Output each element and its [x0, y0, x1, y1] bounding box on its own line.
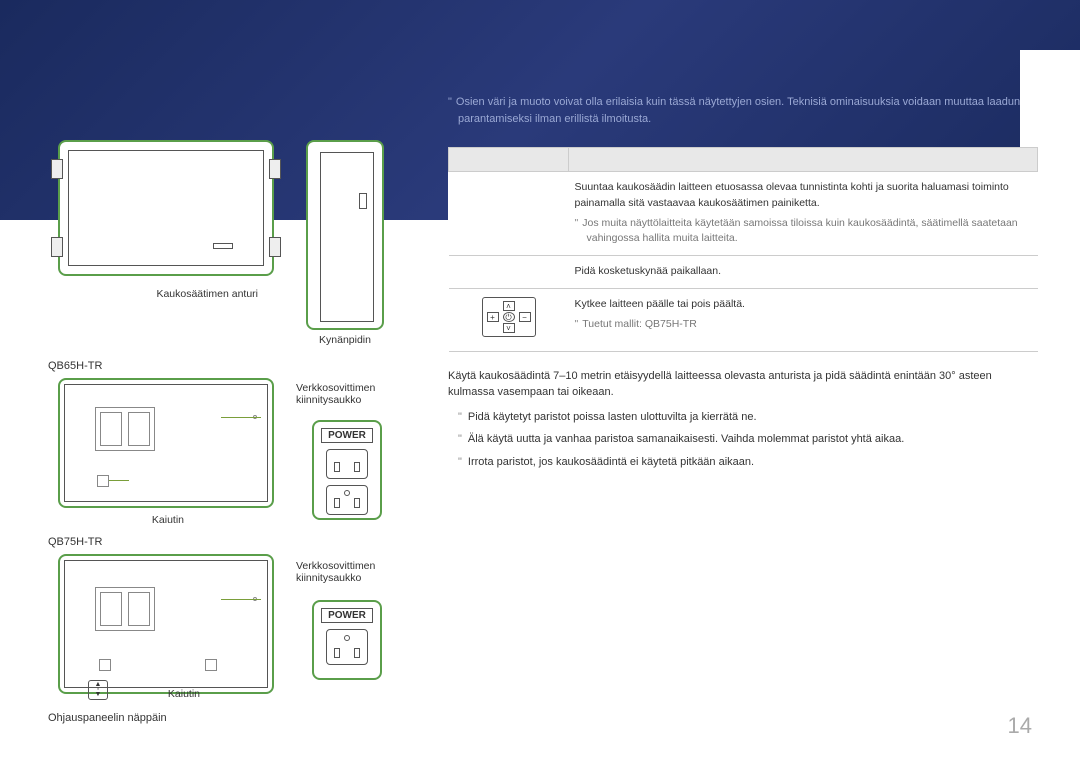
page-number: 14	[1008, 713, 1032, 739]
table-row: ˄ ˅ + − ⏻ Kytkee laitteen päälle tai poi…	[449, 288, 1038, 351]
remote-sensor-label: Kaukosäätimen anturi	[98, 288, 258, 300]
front-view-diagram	[58, 140, 274, 276]
speaker-label-1: Kaiutin	[104, 514, 184, 526]
bullet-item: Irrota paristot, jos kaukosäädintä ei kä…	[448, 454, 1038, 471]
power-cord-label-2: Verkkosovittimen kiinnitysaukko	[296, 560, 396, 584]
table-row: Pidä kosketuskynää paikallaan.	[449, 256, 1038, 289]
function-table: Suuntaa kaukosäädin laitteen etuosassa o…	[448, 147, 1038, 352]
power-diagram-1: POWER	[312, 420, 382, 520]
bullet-item: Älä käytä uutta ja vanhaa paristoa saman…	[448, 431, 1038, 448]
footer-usage-text: Käytä kaukosäädintä 7–10 metrin etäisyyd…	[448, 368, 1038, 401]
power-cord-label-1: Verkkosovittimen kiinnitysaukko	[296, 382, 396, 406]
side-view-diagram	[306, 140, 384, 330]
safety-bullets: Pidä käytetyt paristot poissa lasten ulo…	[448, 409, 1038, 471]
header-note: Osien väri ja muoto voivat olla erilaisi…	[448, 94, 1038, 127]
row3-text: Kytkee laitteen päälle tai pois päältä.	[575, 298, 745, 310]
back-view-diagram-1	[58, 378, 274, 508]
remote-sensor-icon	[213, 243, 233, 249]
speaker-label-2: Kaiutin	[120, 688, 200, 700]
table-row: Suuntaa kaukosäädin laitteen etuosassa o…	[449, 172, 1038, 256]
control-panel-label: Ohjauspaneelin näppäin	[48, 712, 167, 724]
right-content-column: Osien väri ja muoto voivat olla erilaisi…	[448, 94, 1038, 476]
bullet-item: Pidä käytetyt paristot poissa lasten ulo…	[448, 409, 1038, 426]
power-diagram-2: POWER	[312, 600, 382, 680]
control-pad-icon: ˄ ˅ + − ⏻	[482, 297, 536, 337]
model1-label: QB65H-TR	[48, 360, 102, 372]
row2-text: Pidä kosketuskynää paikallaan.	[569, 256, 1038, 289]
model2-label: QB75H-TR	[48, 536, 102, 548]
row1-note: Jos muita näyttölaitteita käytetään samo…	[575, 216, 1032, 248]
back-view-diagram-2	[58, 554, 274, 694]
row1-text: Suuntaa kaukosäädin laitteen etuosassa o…	[575, 181, 1009, 209]
control-button-icon: ▲◦▼	[88, 680, 108, 700]
row3-note: Tuetut mallit: QB75H-TR	[575, 317, 1032, 333]
pen-holder-label: Kynänpidin	[306, 334, 384, 346]
